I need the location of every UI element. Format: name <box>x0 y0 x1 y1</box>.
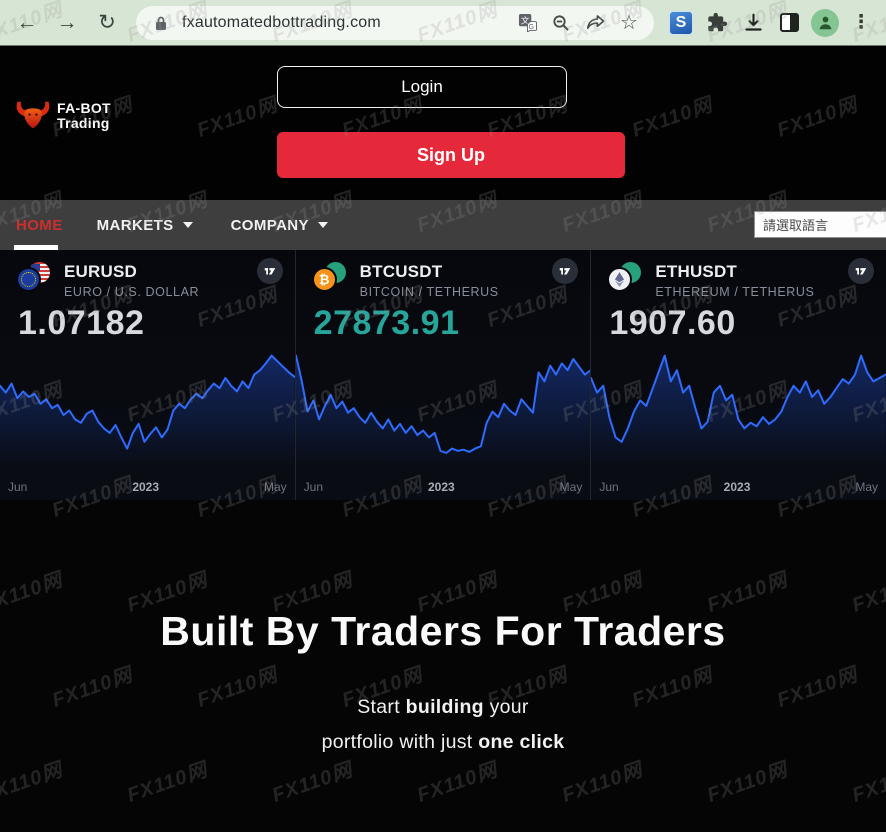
forward-icon[interactable]: → <box>56 10 78 34</box>
profile-avatar[interactable] <box>810 8 840 38</box>
signup-button[interactable]: Sign Up <box>277 132 625 178</box>
side-panel-icon[interactable] <box>774 8 804 38</box>
bull-icon <box>16 101 50 129</box>
bookmark-star-icon[interactable]: ☆ <box>620 12 638 34</box>
language-select[interactable]: 請選取語言 <box>754 211 886 238</box>
main-nav: HOME MARKETS COMPANY 請選取語言 <box>0 200 886 250</box>
eurusd-pair-icon <box>16 262 54 292</box>
price-chart <box>0 354 295 470</box>
page-title: Built By Traders For Traders <box>160 608 726 654</box>
hero-header: FA-BOT Trading Login Sign Up <box>0 46 886 200</box>
extensions-puzzle-icon[interactable] <box>702 8 732 38</box>
pair-name-label: EURO / U.S. DOLLAR <box>64 285 200 299</box>
widget-eurusd[interactable]: EURUSD EURO / U.S. DOLLAR 1.07182 Jun 202… <box>0 250 296 500</box>
chevron-down-icon <box>317 222 328 228</box>
price-value: 1907.60 <box>609 304 736 342</box>
download-icon[interactable] <box>738 8 768 38</box>
tradingview-logo-icon[interactable] <box>848 258 875 284</box>
share-icon[interactable] <box>582 10 608 36</box>
price-value: 27873.91 <box>313 304 460 342</box>
browser-menu-icon[interactable]: ⋮ <box>851 12 871 33</box>
widget-btcusdt[interactable]: ₿ BTCUSDT BITCOIN / TETHERUS 27873.91 Ju… <box>295 250 592 500</box>
price-chart <box>295 354 591 470</box>
ethusdt-pair-icon <box>607 262 645 292</box>
logo-text: FA-BOT Trading <box>57 99 111 131</box>
zoom-out-icon[interactable] <box>548 10 574 36</box>
symbol-label: ETHUSDT <box>655 262 738 281</box>
pair-name-label: ETHEREUM / TETHERUS <box>655 285 815 299</box>
chart-x-axis: Jun 2023 May <box>599 480 879 494</box>
svg-text:G: G <box>528 23 534 31</box>
hero-subtitle: Start building your portfolio with just o… <box>321 696 565 754</box>
chart-x-axis: Jun 2023 May <box>303 480 583 494</box>
symbol-label: BTCUSDT <box>359 262 443 281</box>
ticker-widgets: EURUSD EURO / U.S. DOLLAR 1.07182 Jun 202… <box>0 250 886 500</box>
price-chart <box>591 354 886 470</box>
nav-item-home[interactable]: HOME <box>16 216 63 234</box>
lock-icon[interactable] <box>148 10 174 36</box>
pair-name-label: BITCOIN / TETHERUS <box>359 285 499 299</box>
svg-text:文: 文 <box>520 14 529 25</box>
login-button[interactable]: Login <box>277 66 567 108</box>
active-tab-underline <box>14 245 58 250</box>
page-content: FA-BOT Trading Login Sign Up HOME MARKET… <box>0 46 886 832</box>
tradingview-logo-icon[interactable] <box>256 258 283 284</box>
chevron-down-icon <box>182 222 193 228</box>
site-logo[interactable]: FA-BOT Trading <box>14 100 111 131</box>
eur-flag-icon <box>16 267 41 292</box>
lower-hero-section: Built By Traders For Traders Start build… <box>0 500 886 760</box>
nav-item-markets[interactable]: MARKETS <box>97 217 193 234</box>
bitcoin-coin-icon: ₿ <box>311 267 337 292</box>
s-extension-icon[interactable]: S <box>666 8 696 38</box>
nav-markets-label: MARKETS <box>96 216 174 234</box>
btcusdt-pair-icon: ₿ <box>311 262 350 292</box>
back-icon[interactable]: ← <box>16 10 38 34</box>
nav-company-label: COMPANY <box>230 216 309 234</box>
ethereum-coin-icon <box>607 267 633 292</box>
price-value: 1.07182 <box>18 304 145 342</box>
tradingview-logo-icon[interactable] <box>552 258 579 284</box>
widget-ethusdt[interactable]: ETHUSDT ETHEREUM / TETHERUS 1907.60 Jun 2… <box>591 250 886 500</box>
reload-icon[interactable]: ↻ <box>98 11 116 34</box>
chart-x-axis: Jun 2023 May <box>8 480 287 494</box>
symbol-label: EURUSD <box>64 262 137 281</box>
url-text[interactable]: fxautomatedbottrading.com <box>182 13 381 31</box>
nav-item-company[interactable]: COMPANY <box>231 217 328 234</box>
